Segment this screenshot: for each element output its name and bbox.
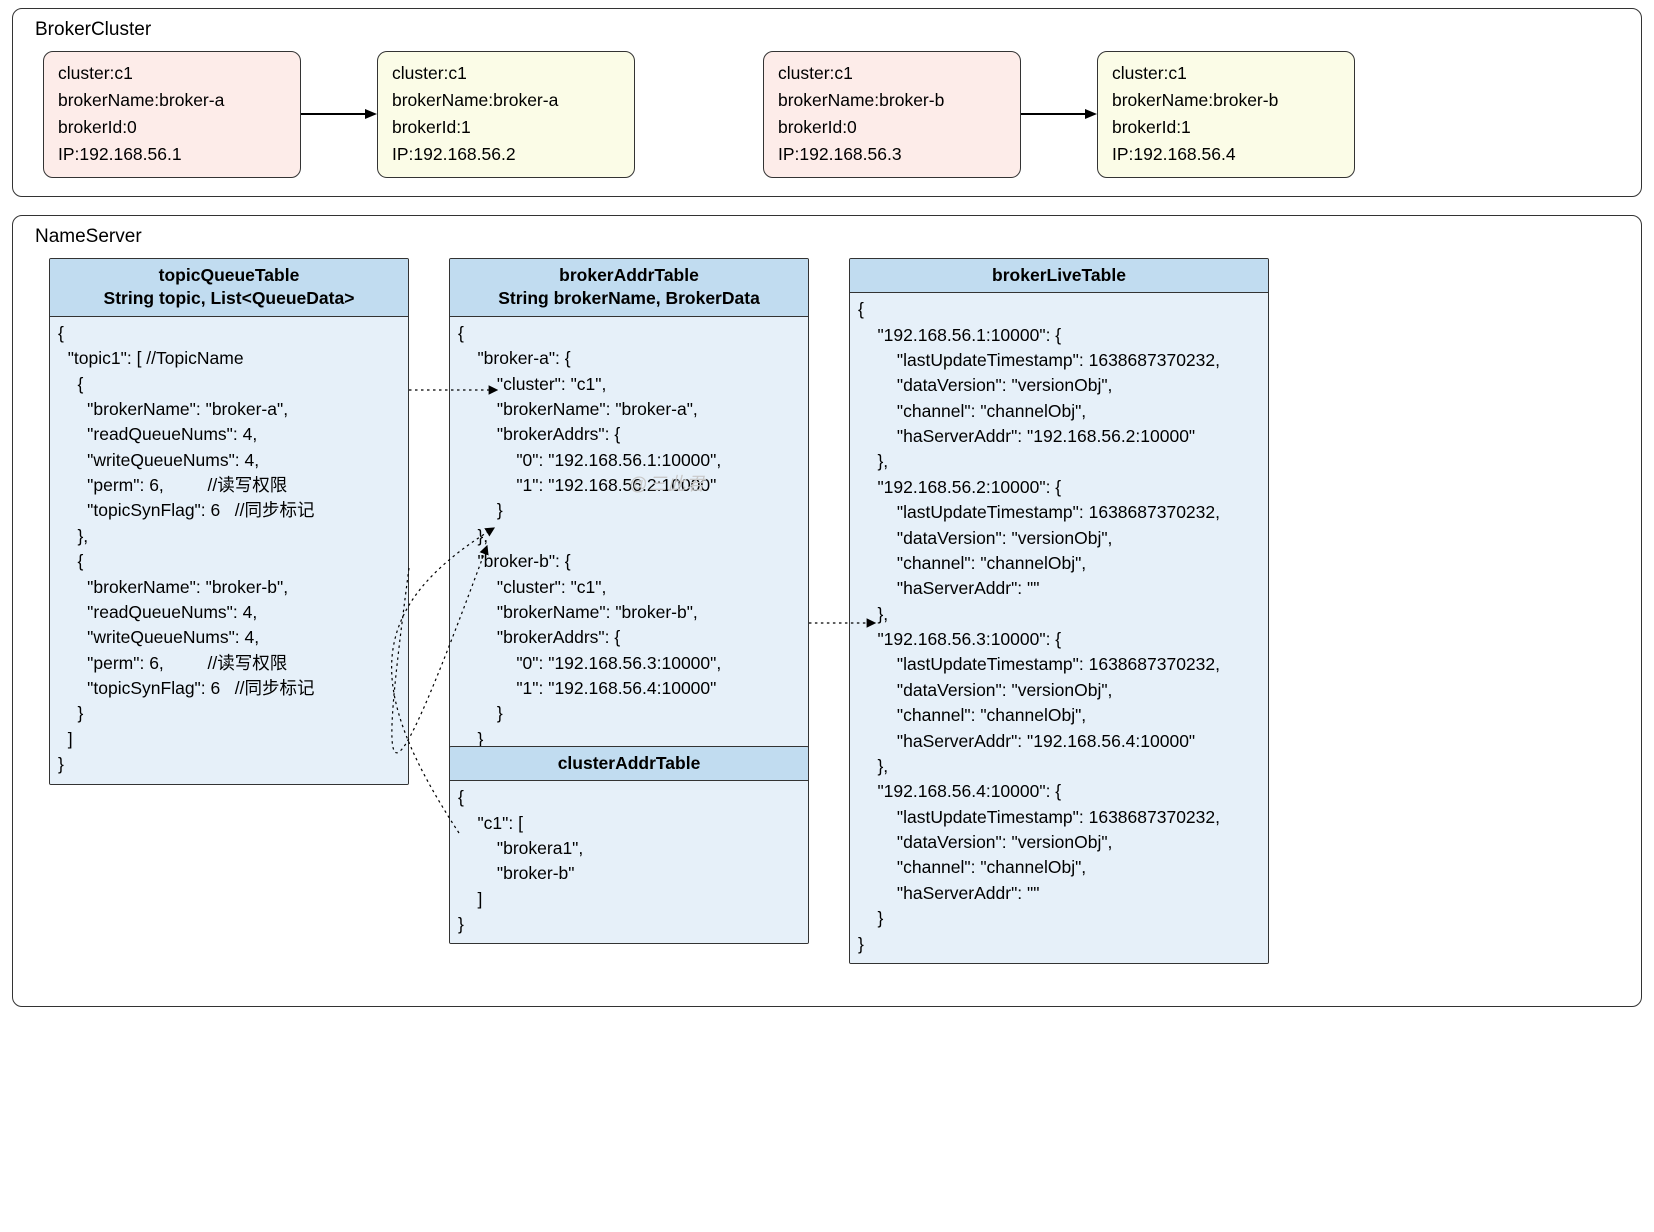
broker-live-table-body: { "192.168.56.1:10000": { "lastUpdateTim…	[850, 293, 1268, 963]
broker-field: brokerId:1	[1112, 114, 1340, 141]
nameserver-container: NameServer topicQueueTable String topic,…	[12, 215, 1642, 1007]
topic-queue-table-body: { "topic1": [ //TopicName { "brokerName"…	[50, 317, 408, 784]
broker-node-3: cluster:c1 brokerName:broker-b brokerId:…	[1097, 51, 1355, 178]
arrow-0-to-1	[301, 51, 377, 178]
broker-live-table-box: brokerLiveTable { "192.168.56.1:10000": …	[849, 258, 1269, 964]
broker-node-2: cluster:c1 brokerName:broker-b brokerId:…	[763, 51, 1021, 178]
broker-field: cluster:c1	[58, 60, 286, 87]
broker-row: cluster:c1 brokerName:broker-a brokerId:…	[29, 51, 1625, 178]
broker-live-table-header: brokerLiveTable	[850, 259, 1268, 294]
broker-field: cluster:c1	[778, 60, 1006, 87]
broker-field: brokerName:broker-a	[58, 87, 286, 114]
header-line1: brokerLiveTable	[856, 264, 1262, 288]
broker-node-0: cluster:c1 brokerName:broker-a brokerId:…	[43, 51, 301, 178]
broker-addr-table-header: brokerAddrTable String brokerName, Broke…	[450, 259, 808, 317]
broker-addr-table-body: { "broker-a": { "cluster": "c1", "broker…	[450, 317, 808, 784]
topic-queue-table-header: topicQueueTable String topic, List<Queue…	[50, 259, 408, 317]
nameserver-body: topicQueueTable String topic, List<Queue…	[29, 258, 1625, 988]
header-line1: topicQueueTable	[56, 264, 402, 288]
broker-field: brokerId:0	[58, 114, 286, 141]
broker-field: brokerName:broker-b	[1112, 87, 1340, 114]
broker-field: brokerId:0	[778, 114, 1006, 141]
broker-field: brokerName:broker-b	[778, 87, 1006, 114]
cluster-addr-table-body: { "c1": [ "brokera1", "broker-b" ] }	[450, 781, 808, 943]
header-line2: String brokerName, BrokerData	[456, 287, 802, 311]
broker-node-1: cluster:c1 brokerName:broker-a brokerId:…	[377, 51, 635, 178]
nameserver-title: NameServer	[35, 226, 1625, 248]
cluster-addr-table-box: clusterAddrTable { "c1": [ "brokera1", "…	[449, 746, 809, 945]
broker-field: brokerId:1	[392, 114, 620, 141]
broker-addr-table-box: brokerAddrTable String brokerName, Broke…	[449, 258, 809, 785]
broker-field: IP:192.168.56.2	[392, 141, 620, 168]
broker-field: cluster:c1	[392, 60, 620, 87]
header-line2: String topic, List<QueueData>	[56, 287, 402, 311]
broker-field: IP:192.168.56.4	[1112, 141, 1340, 168]
broker-field: IP:192.168.56.3	[778, 141, 1006, 168]
broker-cluster-container: BrokerCluster cluster:c1 brokerName:brok…	[12, 8, 1642, 197]
topic-queue-table-box: topicQueueTable String topic, List<Queue…	[49, 258, 409, 785]
broker-field: IP:192.168.56.1	[58, 141, 286, 168]
broker-field: cluster:c1	[1112, 60, 1340, 87]
header-line1: clusterAddrTable	[456, 752, 802, 776]
broker-cluster-title: BrokerCluster	[35, 19, 1625, 41]
cluster-addr-table-header: clusterAddrTable	[450, 747, 808, 782]
header-line1: brokerAddrTable	[456, 264, 802, 288]
gap-1-2	[635, 51, 763, 178]
arrow-2-to-3	[1021, 51, 1097, 178]
broker-field: brokerName:broker-a	[392, 87, 620, 114]
watermark-text: @三此君	[629, 470, 705, 496]
